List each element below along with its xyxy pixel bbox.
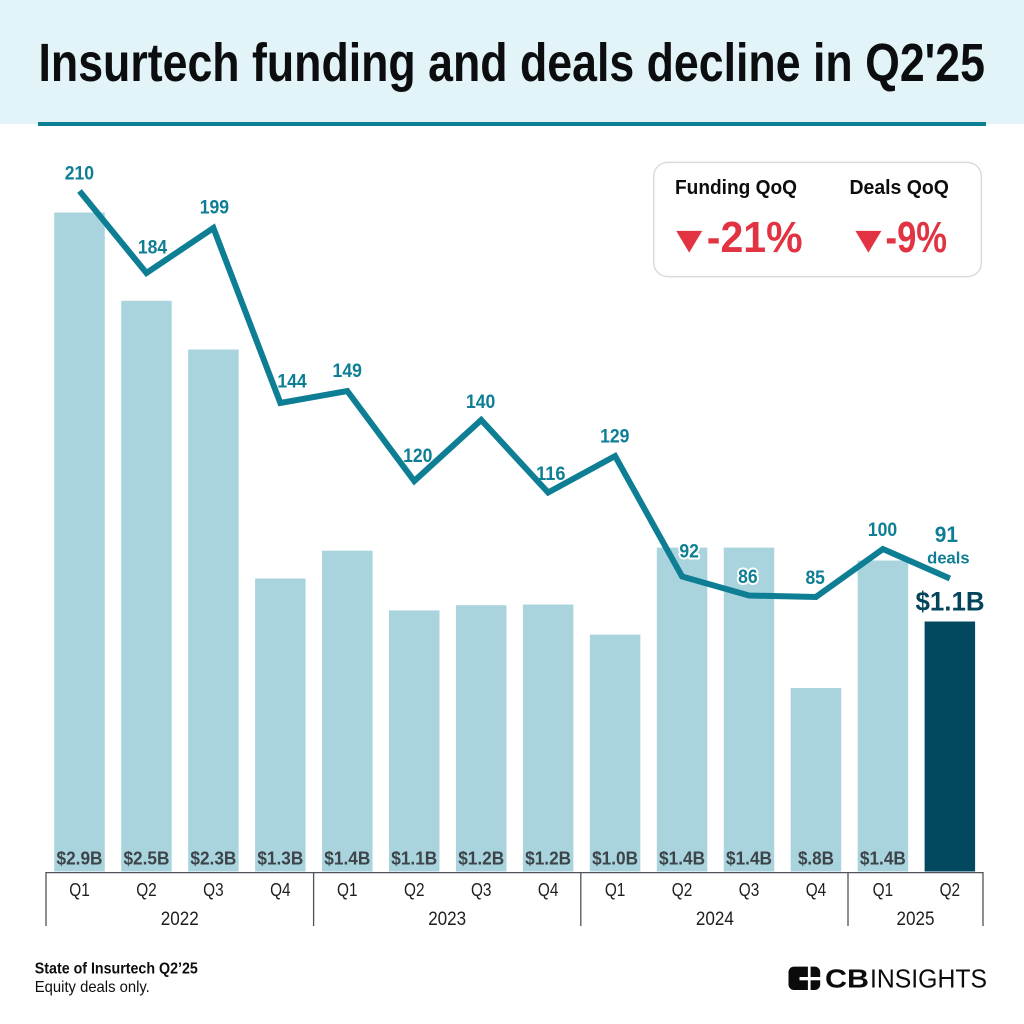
svg-text:$1.4B: $1.4B [659, 848, 705, 869]
svg-text:$1.3B: $1.3B [257, 848, 303, 869]
svg-text:2022: 2022 [161, 909, 199, 930]
svg-text:Q4: Q4 [806, 880, 827, 900]
svg-text:Q2: Q2 [940, 880, 961, 900]
svg-text:State of Insurtech Q2’25: State of Insurtech Q2’25 [35, 960, 198, 977]
svg-text:$1.1B: $1.1B [391, 848, 437, 869]
svg-text:-9%: -9% [886, 213, 948, 262]
svg-text:Q3: Q3 [471, 880, 492, 900]
svg-text:Deals QoQ: Deals QoQ [849, 177, 949, 199]
svg-text:$1.2B: $1.2B [525, 848, 571, 869]
svg-text:91: 91 [935, 522, 958, 547]
svg-text:$2.9B: $2.9B [57, 848, 103, 869]
svg-text:Q2: Q2 [136, 880, 157, 900]
svg-text:Funding QoQ: Funding QoQ [675, 177, 797, 199]
svg-text:$2.3B: $2.3B [190, 848, 236, 869]
svg-text:CB: CB [825, 963, 869, 993]
svg-text:129: 129 [600, 427, 629, 448]
svg-text:Equity deals only.: Equity deals only. [35, 979, 150, 996]
svg-text:$1.4B: $1.4B [726, 848, 772, 869]
svg-text:2023: 2023 [428, 909, 466, 930]
svg-text:$1.0B: $1.0B [592, 848, 638, 869]
svg-text:2024: 2024 [696, 909, 734, 930]
svg-text:92: 92 [679, 542, 699, 563]
svg-text:Q1: Q1 [605, 880, 626, 900]
svg-text:Insurtech funding and deals de: Insurtech funding and deals decline in Q… [39, 33, 986, 93]
svg-text:Q2: Q2 [672, 880, 693, 900]
svg-text:Q1: Q1 [69, 880, 90, 900]
svg-text:Q3: Q3 [203, 880, 224, 900]
svg-text:184: 184 [138, 238, 168, 259]
svg-text:86: 86 [738, 567, 758, 588]
svg-text:Q4: Q4 [270, 880, 291, 900]
svg-text:$.8B: $.8B [798, 848, 834, 869]
svg-text:116: 116 [536, 464, 565, 485]
svg-text:144: 144 [277, 371, 307, 392]
svg-text:149: 149 [333, 361, 362, 382]
svg-text:-21%: -21% [707, 213, 803, 262]
svg-text:$1.4B: $1.4B [324, 848, 370, 869]
svg-text:$2.5B: $2.5B [123, 848, 169, 869]
svg-text:120: 120 [403, 446, 432, 467]
svg-text:$1.1B: $1.1B [916, 587, 985, 617]
svg-text:2025: 2025 [897, 909, 935, 930]
svg-text:$1.4B: $1.4B [860, 848, 906, 869]
svg-text:Q2: Q2 [404, 880, 425, 900]
svg-text:Q3: Q3 [739, 880, 760, 900]
svg-text:199: 199 [200, 198, 229, 219]
svg-text:210: 210 [65, 164, 94, 185]
svg-text:INSIGHTS: INSIGHTS [870, 963, 987, 993]
svg-text:140: 140 [466, 392, 495, 413]
svg-text:Q1: Q1 [337, 880, 358, 900]
svg-text:$1.2B: $1.2B [458, 848, 504, 869]
svg-text:100: 100 [868, 520, 897, 541]
svg-text:deals: deals [927, 550, 969, 568]
svg-text:Q1: Q1 [873, 880, 894, 900]
svg-text:85: 85 [805, 568, 825, 589]
svg-text:Q4: Q4 [538, 880, 559, 900]
